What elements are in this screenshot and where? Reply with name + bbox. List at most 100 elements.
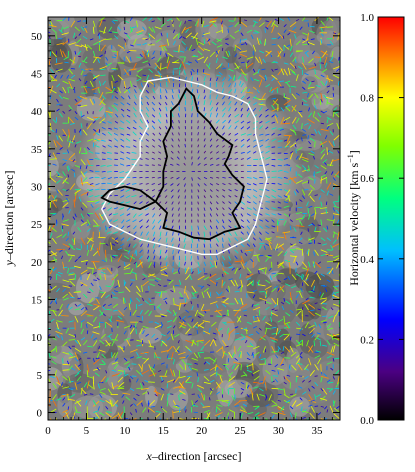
- velocity-vector: [93, 117, 101, 118]
- y-tick-label: 35: [31, 144, 43, 156]
- velocity-vector: [198, 220, 199, 223]
- velocity-vector: [259, 165, 263, 166]
- x-tick-label: 35: [311, 425, 323, 437]
- velocity-vector: [111, 295, 112, 298]
- velocity-vector: [93, 280, 97, 281]
- velocity-vector: [133, 177, 137, 178]
- colorbar: 0.00.20.40.60.81.0 Horizontal velocity […: [346, 12, 404, 427]
- velocity-vector: [136, 329, 137, 334]
- y-tick-label: 25: [31, 219, 43, 231]
- velocity-vector: [278, 141, 283, 142]
- velocity-vector: [322, 316, 327, 317]
- granule: [42, 19, 70, 39]
- velocity-vector: [191, 407, 192, 413]
- granule: [218, 317, 236, 347]
- velocity-vector: [216, 316, 222, 317]
- velocity-vector: [286, 165, 290, 166]
- y-tick-label: 15: [31, 294, 43, 306]
- velocity-vector: [170, 394, 173, 395]
- velocity-vector: [130, 379, 131, 382]
- velocity-vector: [308, 208, 309, 214]
- x-axis-label: x–direction [arcsec]: [146, 449, 242, 463]
- velocity-vector: [225, 39, 228, 40]
- granule: [49, 44, 67, 57]
- granule: [43, 342, 62, 356]
- granule: [326, 307, 344, 335]
- x-tick-label: 25: [235, 425, 247, 437]
- velocity-vector: [96, 165, 99, 166]
- granule: [302, 158, 327, 171]
- x-tick-label: 10: [119, 425, 131, 437]
- granule: [145, 386, 158, 408]
- velocity-vector: [83, 27, 87, 28]
- y-axis-label: y–direction [arcsec]: [2, 171, 16, 267]
- velocity-vector: [284, 358, 290, 359]
- velocity-vector: [152, 165, 155, 166]
- y-tick-label: 50: [31, 31, 43, 43]
- velocity-vector: [139, 322, 142, 323]
- velocity-vector: [327, 99, 328, 105]
- velocity-vector: [132, 364, 137, 365]
- velocity-vector: [161, 63, 162, 71]
- y-tick-label: 20: [31, 257, 43, 269]
- velocity-vector: [71, 388, 75, 389]
- granule: [276, 268, 298, 285]
- velocity-vector: [272, 44, 276, 45]
- y-tick-label: 30: [31, 181, 43, 193]
- velocity-vector: [68, 51, 69, 57]
- velocity-vector: [304, 190, 309, 191]
- velocity-vector: [259, 177, 263, 178]
- velocity-vector: [112, 340, 118, 341]
- colorbar-label: Horizontal velocity [km s−1]: [346, 150, 361, 286]
- granule: [202, 376, 218, 397]
- velocity-vector: [279, 81, 284, 82]
- y-tick-label: 0: [37, 407, 43, 419]
- velocity-vector: [255, 316, 259, 317]
- y-tick-label: 40: [31, 106, 43, 118]
- velocity-vector: [172, 62, 179, 63]
- colorbar-tick-label: 0.4: [360, 254, 374, 266]
- velocity-vector: [265, 359, 266, 365]
- colorbar-tick-label: 0.6: [360, 173, 374, 185]
- colorbar-gradient: [378, 17, 404, 420]
- velocity-vector: [266, 202, 271, 203]
- colorbar-tick-label: 0.0: [360, 415, 374, 427]
- velocity-vector: [71, 69, 75, 70]
- velocity-vector: [148, 409, 149, 412]
- velocity-vector: [278, 208, 282, 209]
- x-tick-label: 20: [196, 425, 208, 437]
- velocity-vector: [93, 232, 94, 240]
- velocity-vector: [124, 27, 125, 30]
- colorbar-tick-label: 0.8: [360, 93, 374, 105]
- velocity-vector: [161, 95, 162, 99]
- velocity-vector: [57, 20, 63, 21]
- velocity-vector: [63, 364, 70, 365]
- velocity-vector: [321, 285, 325, 286]
- velocity-vector: [216, 407, 217, 412]
- velocity-vector: [192, 113, 193, 117]
- velocity-vector: [272, 202, 275, 203]
- granule: [41, 283, 70, 300]
- granule: [289, 397, 310, 417]
- velocity-vector: [259, 310, 260, 316]
- granule: [266, 357, 278, 381]
- velocity-vector: [198, 120, 199, 123]
- colorbar-tick-label: 0.2: [360, 334, 374, 346]
- velocity-vector: [75, 412, 81, 413]
- velocity-vector: [74, 292, 81, 293]
- velocity-vector: [198, 19, 199, 27]
- granule: [317, 30, 340, 44]
- velocity-vector: [296, 268, 297, 273]
- x-tick-label: 0: [45, 425, 51, 437]
- granule: [176, 311, 205, 336]
- velocity-vector: [229, 165, 232, 166]
- velocity-vector: [152, 177, 155, 178]
- velocity-vector: [185, 196, 186, 199]
- velocity-vector: [308, 228, 309, 231]
- velocity-vector: [112, 400, 113, 407]
- granule: [80, 331, 110, 358]
- velocity-vector: [63, 358, 64, 363]
